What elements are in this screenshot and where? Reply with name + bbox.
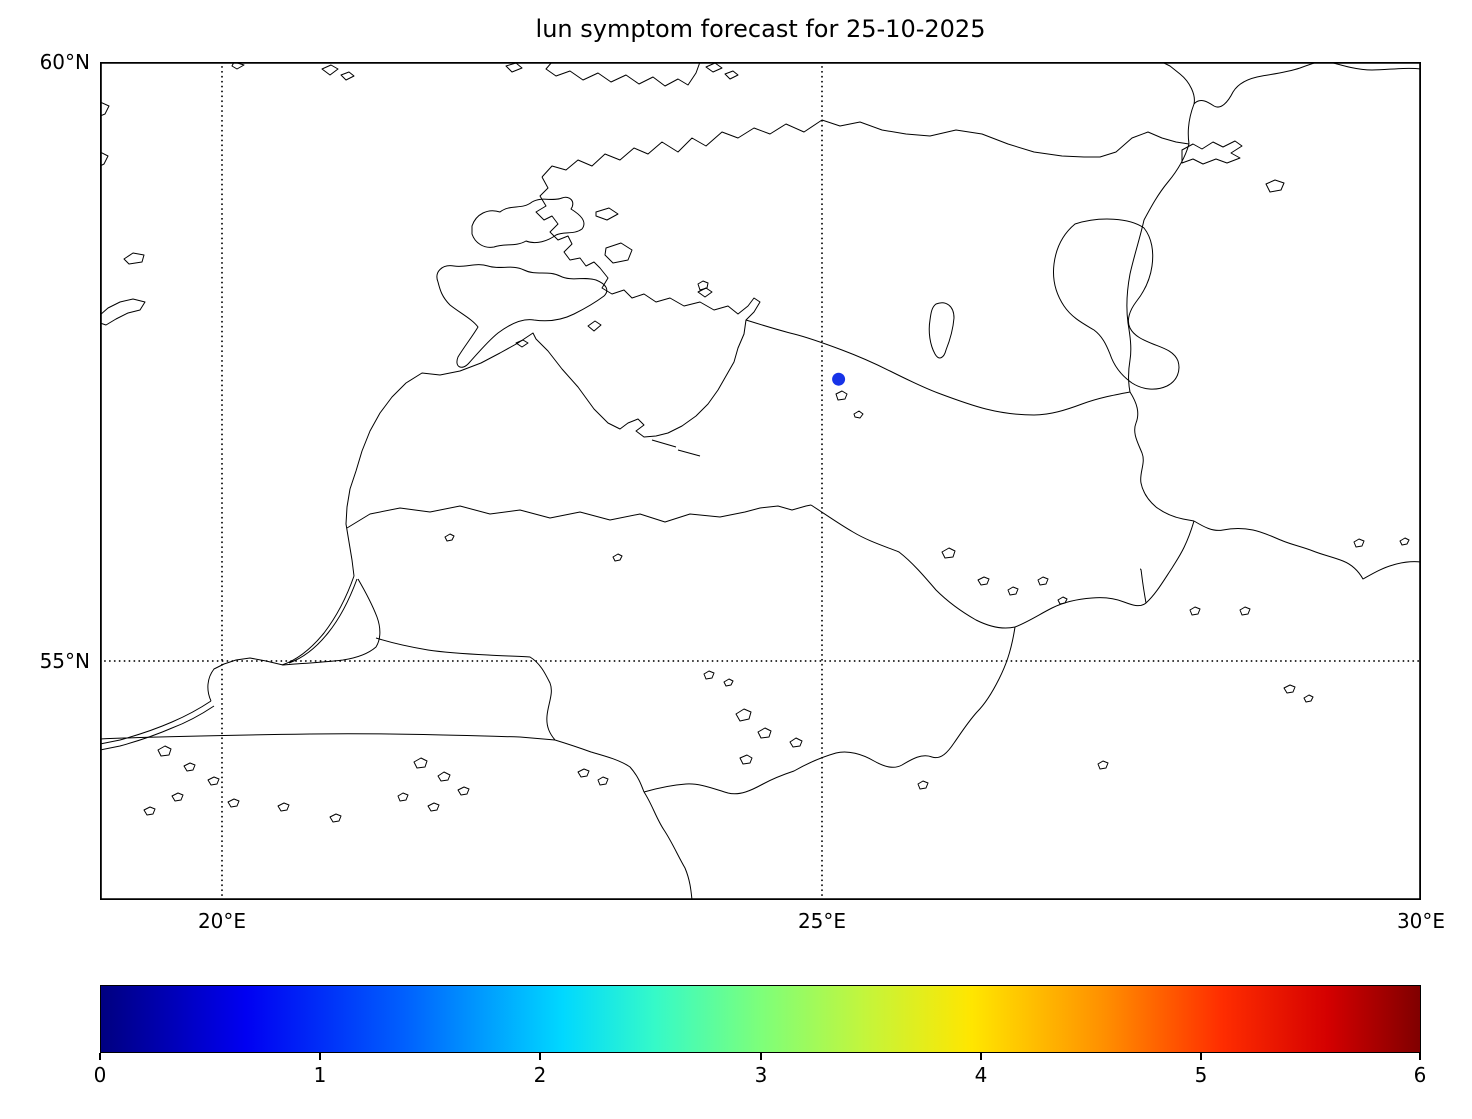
colorbar-tick-1 <box>319 1053 321 1060</box>
coastline-gulf-of-finland-ne <box>1162 62 1421 144</box>
island-faro-gotland <box>100 299 145 325</box>
lake-vortsjarv <box>929 303 954 358</box>
coastline-west-baltic-mainland <box>346 177 760 576</box>
island-hiiumaa <box>472 197 584 247</box>
coastline-riga-spits <box>652 440 700 456</box>
colorbar-gradient <box>100 985 1421 1053</box>
x-tick-25e: 25°E <box>797 909 847 933</box>
border-poland-belarus <box>644 792 692 900</box>
lakes <box>144 141 1409 822</box>
border-latvia-lithuania <box>347 505 811 528</box>
colorbar-tick-4 <box>980 1053 982 1060</box>
colorbar-label-1: 1 <box>313 1063 327 1087</box>
coastline-estonia-north <box>542 120 1189 177</box>
island-gulf-of-finland <box>1266 180 1284 192</box>
coastline-curonian-lagoon <box>283 579 380 665</box>
colorbar-tick-0 <box>99 1053 101 1060</box>
colorbar-label-4: 4 <box>974 1063 988 1087</box>
island-ruhnu <box>588 321 601 331</box>
colorbar-tick-2 <box>539 1053 541 1060</box>
border-lithuania-russia-neman <box>376 638 555 740</box>
border-estonia-latvia <box>746 320 1130 415</box>
border-estonia-russia <box>1127 144 1189 392</box>
island-gotska-sandon <box>124 253 144 264</box>
small-lakes <box>144 281 1409 822</box>
island-saaremaa <box>437 265 607 368</box>
border-belarus-russia-east <box>1194 521 1421 579</box>
islands <box>100 102 712 367</box>
coastline-sambia-vistula <box>100 658 283 750</box>
border-lithuania-poland <box>555 740 644 792</box>
colorbar-label-6: 6 <box>1413 1063 1427 1087</box>
island-abruka <box>516 340 528 347</box>
border-poland-russia <box>100 734 555 740</box>
border-lithuania-belarus-south <box>644 627 1015 794</box>
x-tick-20e: 20°E <box>197 909 247 933</box>
colorbar-label-5: 5 <box>1194 1063 1208 1087</box>
islands-left-edge <box>100 102 109 166</box>
colorbar-label-0: 0 <box>93 1063 107 1087</box>
border-latvia-russia <box>1130 392 1194 521</box>
colorbar-label-2: 2 <box>533 1063 547 1087</box>
colorbar-tick-5 <box>1200 1053 1202 1060</box>
plot-title: lun symptom forecast for 25-10-2025 <box>535 15 986 43</box>
lake-narva-reservoir <box>1182 141 1242 164</box>
colorbar-tick-6 <box>1419 1053 1421 1060</box>
map-svg <box>100 62 1421 900</box>
coastlines <box>100 62 1421 750</box>
coastline-curonian-spit <box>282 576 357 665</box>
y-tick-55n: 55°N <box>39 649 90 673</box>
border-lithuania-belarus <box>811 505 1194 628</box>
y-tick-60n: 60°N <box>39 50 90 74</box>
island-muhu <box>605 243 632 263</box>
map-frame <box>101 63 1420 899</box>
lake-peipus-pihkva <box>1053 219 1178 389</box>
coastline-finland-top <box>232 62 738 86</box>
colorbar-tick-3 <box>760 1053 762 1060</box>
island-vormsi <box>596 208 618 220</box>
forecast-point <box>832 372 846 386</box>
gridlines <box>100 62 1421 900</box>
country-borders <box>100 144 1421 900</box>
colorbar-label-3: 3 <box>754 1063 768 1087</box>
x-tick-30e: 30°E <box>1396 909 1446 933</box>
